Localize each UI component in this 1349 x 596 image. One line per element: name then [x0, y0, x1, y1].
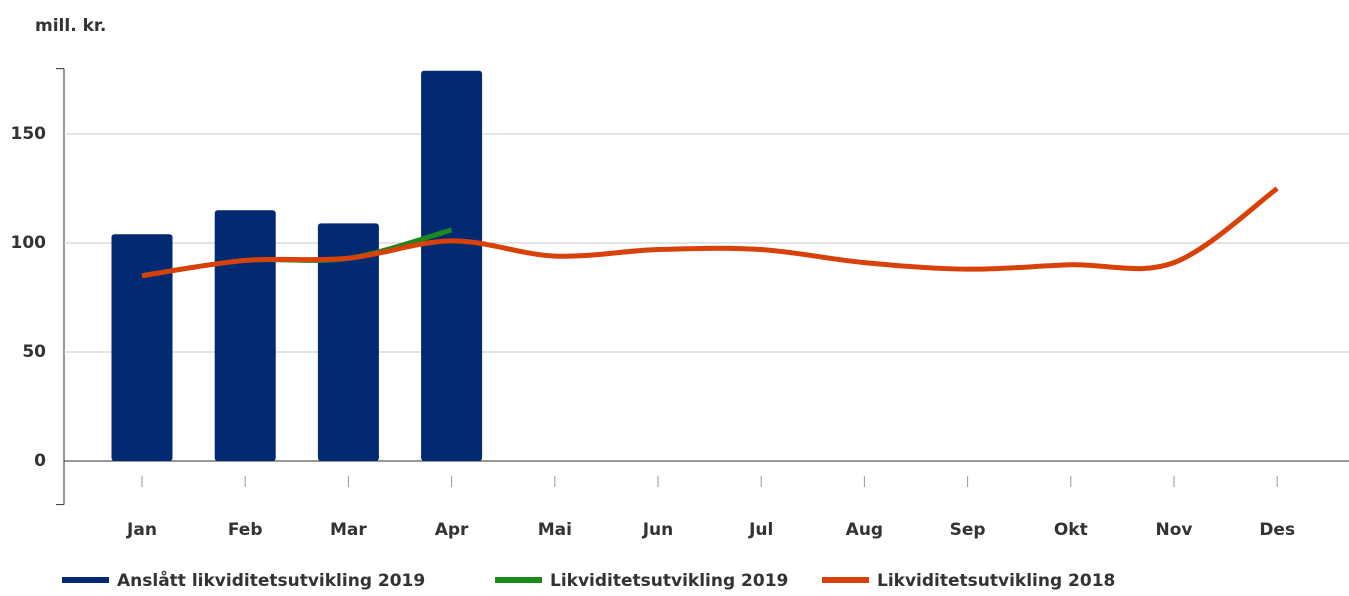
x-tick-label: Sep — [950, 520, 986, 540]
x-tick-label: Okt — [1054, 520, 1088, 540]
x-tick-label: Feb — [228, 520, 263, 540]
y-tick-label: 100 — [11, 233, 47, 253]
bar — [317, 223, 379, 461]
legend-label: Anslått likviditetsutvikling 2019 — [117, 569, 425, 591]
x-tick-label: Nov — [1156, 520, 1193, 540]
line — [141, 186, 1279, 279]
x-tick-label: Des — [1259, 520, 1295, 540]
y-tick-label: 0 — [34, 451, 46, 471]
x-tick-label: Mai — [538, 520, 572, 540]
bar — [421, 70, 483, 461]
y-axis-label: mill. kr. — [35, 16, 106, 36]
bar — [214, 210, 276, 461]
bar — [111, 234, 173, 461]
x-tick-label: Aug — [846, 520, 883, 540]
legend-label: Likviditetsutvikling 2019 — [550, 571, 788, 591]
x-tick-label: Mar — [330, 520, 367, 540]
y-tick-label: 150 — [11, 124, 47, 144]
legend-label: Likviditetsutvikling 2018 — [877, 571, 1115, 591]
x-tick-label: Apr — [435, 520, 469, 540]
x-tick-label: Jun — [642, 520, 674, 540]
y-tick-label: 50 — [22, 342, 46, 362]
x-tick-label: Jul — [748, 520, 773, 540]
x-tick-label: Jan — [126, 520, 157, 540]
